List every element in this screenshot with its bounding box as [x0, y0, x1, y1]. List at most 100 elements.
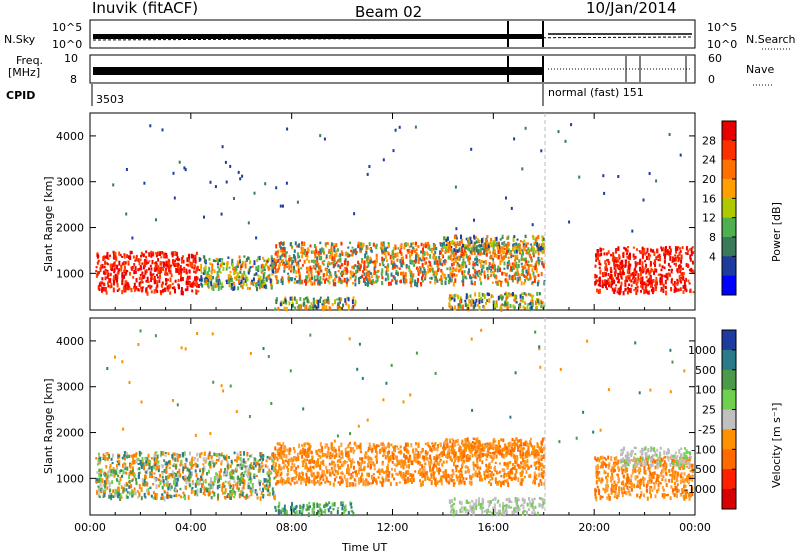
data-cell	[101, 289, 103, 292]
data-cell	[106, 271, 108, 274]
data-cell	[140, 460, 142, 465]
data-cell	[602, 284, 604, 288]
data-cell	[422, 263, 424, 268]
data-cell	[429, 268, 431, 271]
data-cell	[522, 266, 524, 269]
data-cell	[461, 481, 463, 483]
data-cell	[278, 464, 280, 468]
data-cell	[150, 274, 152, 277]
data-cell	[247, 287, 249, 290]
data-cell	[631, 284, 633, 286]
data-cell	[316, 260, 318, 263]
data-cell	[186, 281, 188, 286]
data-cell	[118, 487, 120, 492]
nave-tick-bottom: 0	[708, 73, 715, 86]
data-cell	[250, 490, 252, 493]
data-cell	[218, 453, 220, 456]
data-cell	[316, 264, 318, 267]
data-cell	[243, 255, 245, 257]
data-cell	[628, 284, 630, 287]
data-cell	[665, 280, 667, 285]
data-cell	[376, 444, 378, 447]
data-cell	[339, 255, 341, 257]
data-cell	[421, 243, 423, 247]
data-cell	[661, 269, 663, 272]
sparse-cell	[680, 154, 682, 157]
data-cell	[319, 477, 321, 481]
data-cell	[542, 250, 544, 254]
data-cell	[232, 263, 234, 267]
data-cell	[491, 477, 493, 480]
data-cell	[445, 469, 447, 474]
data-cell	[625, 248, 627, 252]
data-cell	[400, 272, 402, 276]
data-cell	[149, 487, 151, 489]
data-cell	[625, 264, 627, 267]
data-cell	[650, 284, 652, 288]
data-cell	[485, 302, 487, 305]
data-cell	[448, 302, 450, 307]
data-cell	[310, 245, 312, 248]
data-cell	[529, 302, 531, 305]
data-cell	[407, 443, 409, 447]
data-cell	[143, 483, 145, 486]
data-cell	[347, 247, 349, 249]
data-cell	[646, 256, 648, 260]
data-cell	[345, 448, 347, 452]
data-cell	[202, 468, 204, 473]
data-cell	[639, 252, 641, 254]
data-cell	[503, 241, 505, 244]
data-cell	[99, 461, 101, 464]
data-cell	[219, 281, 221, 286]
data-cell	[342, 457, 344, 459]
data-cell	[361, 260, 363, 264]
data-cell	[536, 306, 538, 309]
data-cell	[459, 473, 461, 478]
data-cell	[506, 279, 508, 282]
data-cell	[410, 281, 412, 284]
data-cell	[468, 299, 470, 303]
sparse-cell	[174, 197, 176, 200]
data-cell	[248, 472, 250, 475]
data-cell	[283, 460, 285, 464]
data-cell	[520, 294, 522, 298]
data-cell	[503, 474, 505, 478]
data-cell	[303, 242, 305, 247]
data-cell	[473, 305, 475, 310]
data-cell	[655, 269, 657, 273]
data-cell	[139, 277, 141, 280]
data-cell	[167, 475, 169, 479]
data-cell	[663, 247, 665, 252]
data-cell	[232, 267, 234, 270]
sparse-cell	[455, 186, 457, 189]
data-cell	[99, 496, 101, 499]
data-cell	[375, 280, 377, 283]
data-cell	[597, 253, 599, 256]
data-cell	[627, 287, 629, 290]
data-cell	[524, 301, 526, 303]
data-cell	[133, 256, 135, 259]
data-cell	[446, 460, 448, 463]
data-cell	[194, 255, 196, 259]
data-cell	[178, 494, 180, 496]
data-cell	[212, 287, 214, 291]
data-cell	[622, 253, 624, 256]
data-cell	[195, 276, 197, 280]
nsky-label: N.Sky	[4, 33, 36, 46]
data-cell	[256, 284, 258, 286]
data-cell	[499, 463, 501, 465]
data-cell	[124, 468, 126, 471]
data-cell	[195, 469, 197, 472]
data-cell	[201, 479, 203, 481]
data-cell	[275, 275, 277, 278]
data-cell	[143, 253, 145, 257]
data-cell	[241, 472, 243, 475]
data-cell	[456, 474, 458, 478]
station-title: Inuvik (fitACF)	[92, 0, 198, 17]
data-cell	[352, 247, 354, 249]
data-cell	[300, 267, 302, 269]
data-cell	[308, 477, 310, 479]
data-cell	[434, 261, 436, 265]
data-cell	[196, 480, 198, 483]
